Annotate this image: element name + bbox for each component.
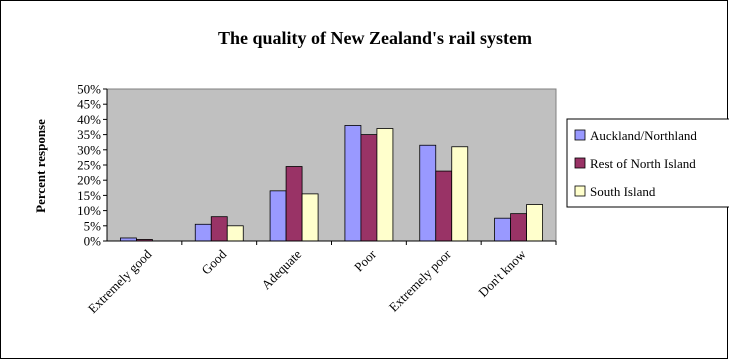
plot-area bbox=[106, 88, 557, 242]
chart-title: The quality of New Zealand's rail system bbox=[218, 28, 532, 48]
legend: Auckland/Northland Rest of North Island So… bbox=[566, 118, 729, 208]
y-tick-label: 5% bbox=[84, 218, 102, 233]
y-tick-label: 25% bbox=[77, 158, 101, 173]
legend-label: South Island bbox=[590, 184, 656, 199]
y-tick-label: 0% bbox=[84, 234, 102, 249]
bar bbox=[210, 216, 228, 242]
y-tick-label: 50% bbox=[77, 82, 101, 97]
y-tick-label: 20% bbox=[77, 173, 101, 188]
legend-label: Auckland/Northland bbox=[590, 128, 697, 143]
y-tick-label: 30% bbox=[77, 142, 101, 157]
bar bbox=[226, 225, 244, 242]
bar bbox=[194, 223, 212, 242]
bar bbox=[435, 170, 453, 242]
bar bbox=[510, 213, 527, 242]
bar bbox=[526, 204, 543, 242]
bar bbox=[360, 134, 378, 242]
y-tick-labels: 0%5%10%15%20%25%30%35%40%45%50% bbox=[77, 82, 107, 249]
bar bbox=[269, 190, 287, 242]
y-tick-label: 10% bbox=[77, 203, 101, 218]
y-tick-label: 40% bbox=[77, 112, 101, 127]
legend-label: Rest of North Island bbox=[590, 156, 696, 171]
bar bbox=[376, 128, 394, 242]
bar bbox=[419, 144, 437, 242]
legend-box bbox=[566, 118, 729, 208]
legend-swatch bbox=[574, 129, 586, 141]
y-tick-label: 35% bbox=[77, 127, 101, 142]
y-tick-label: 45% bbox=[77, 97, 101, 112]
bar bbox=[285, 166, 303, 242]
bar bbox=[494, 217, 511, 242]
bars bbox=[120, 125, 543, 242]
legend-swatch bbox=[574, 157, 586, 169]
bar bbox=[344, 125, 362, 242]
bar bbox=[301, 193, 319, 242]
bar bbox=[451, 146, 469, 242]
legend-swatch bbox=[574, 185, 586, 197]
y-axis-label: Percent response bbox=[33, 119, 48, 213]
y-tick-label: 15% bbox=[77, 188, 101, 203]
